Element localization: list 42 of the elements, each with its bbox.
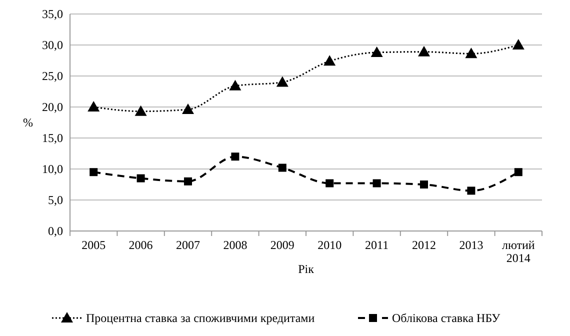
point <box>326 179 334 188</box>
x-axis-title: Рік <box>298 262 314 276</box>
y-tick-label: 35,0 <box>42 7 63 22</box>
point <box>276 76 288 87</box>
x-tick-label: 2011 <box>365 238 389 252</box>
legend-label: Облікова ставка НБУ <box>392 311 501 326</box>
point <box>88 101 100 112</box>
y-axis-title: % <box>23 116 33 130</box>
point <box>184 177 192 186</box>
y-tick-label: 10,0 <box>42 162 63 176</box>
x-tick-label: лютий 2014 <box>502 238 536 265</box>
point <box>136 174 145 182</box>
point <box>278 164 286 172</box>
y-tick-label: 0,0 <box>48 224 63 238</box>
x-tick-label: 2007 <box>176 238 200 252</box>
point <box>182 103 194 114</box>
point <box>420 180 428 188</box>
x-tick-label: 2005 <box>82 238 106 252</box>
x-tick-label: 2013 <box>459 238 484 252</box>
x-tick-label: 2012 <box>412 238 436 252</box>
x-tick-label: 2008 <box>223 238 248 252</box>
point <box>231 152 240 161</box>
x-tick-label: 2006 <box>128 238 153 252</box>
y-tick-label: 5,0 <box>48 193 63 208</box>
y-tick-label: 25,0 <box>42 69 63 84</box>
point <box>465 48 478 58</box>
point <box>370 46 383 57</box>
point <box>514 168 522 176</box>
x-tick-label: 2010 <box>318 238 342 252</box>
x-tick-label: 2009 <box>270 238 294 252</box>
point <box>134 105 147 116</box>
point <box>467 186 476 195</box>
y-tick-label: 15,0 <box>42 131 63 146</box>
y-tick-label: 30,0 <box>42 38 63 52</box>
point <box>229 80 242 90</box>
point <box>372 179 381 188</box>
y-tick-label: 20,0 <box>42 100 63 114</box>
legend-label: Процентна ставка за споживчими кредитами <box>86 311 316 326</box>
point <box>324 55 336 66</box>
point <box>512 39 524 50</box>
point <box>90 168 98 176</box>
point <box>418 46 430 56</box>
